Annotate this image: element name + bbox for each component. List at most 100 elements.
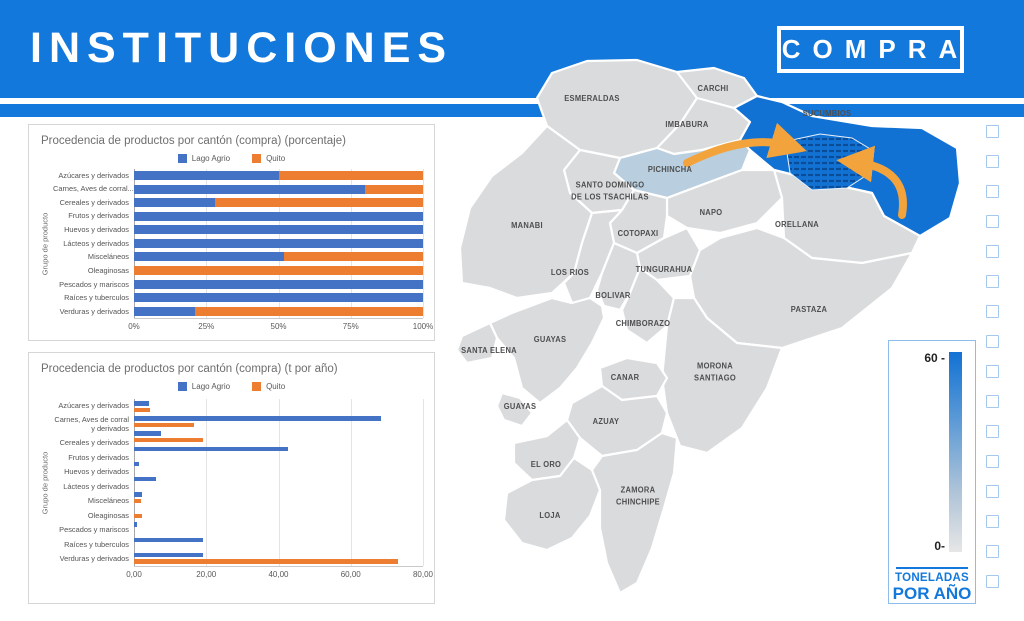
category-label: Azúcares y derivados <box>58 170 129 180</box>
map-filter-checkbox[interactable] <box>986 275 999 288</box>
map-filter-checkbox[interactable] <box>986 455 999 468</box>
color-scale-bar <box>949 352 962 552</box>
x-tick-label: 100% <box>412 322 434 331</box>
bar-lago-agrio[interactable] <box>134 416 382 421</box>
island-puna[interactable] <box>495 391 534 428</box>
stacked-bar <box>134 279 423 289</box>
bar-segment-lago-agrio[interactable] <box>134 306 195 316</box>
province-santa-elena[interactable] <box>455 321 499 365</box>
map-filter-checkbox[interactable] <box>986 575 999 588</box>
bar-segment-lago-agrio[interactable] <box>134 279 423 289</box>
category-label: Misceláneos <box>87 496 129 506</box>
map-filter-checkbox[interactable] <box>986 125 999 138</box>
x-tick-label: 60,00 <box>340 570 361 579</box>
bar-lago-agrio[interactable] <box>134 492 142 497</box>
plot-area: 0,00 20,00 40,00 60,00 80,00 <box>126 399 433 579</box>
x-tick-label: 20,00 <box>196 570 217 579</box>
legend-swatch <box>252 382 262 391</box>
x-tick-label: 40,00 <box>268 570 289 579</box>
compra-button[interactable]: COMPRA <box>777 26 964 73</box>
map-filter-checkbox[interactable] <box>986 305 999 318</box>
province-label: AZUAY <box>592 417 620 427</box>
category-label: Verduras y derivados <box>59 554 129 564</box>
legend-item[interactable]: Quito <box>252 382 285 391</box>
bar-lago-agrio[interactable] <box>134 537 203 543</box>
province-guayas[interactable] <box>488 296 606 405</box>
map-filter-checkbox[interactable] <box>986 425 999 438</box>
map-filter-checkbox[interactable] <box>986 485 999 498</box>
chart-legend: Lago Agrio Quito <box>29 154 434 163</box>
category-label: Pescados y mariscos <box>59 279 129 289</box>
province-label: NAPO <box>699 208 723 218</box>
bar-segment-lago-agrio[interactable] <box>134 171 279 181</box>
legend-item[interactable]: Lago Agrio <box>177 382 230 391</box>
stacked-bar <box>134 252 423 262</box>
map-labels: ESMERALDAS CARCHI IMBABURA SUCUMBIOS PICHINC… <box>452 58 967 603</box>
stacked-bar <box>134 293 423 303</box>
bar-lago-agrio[interactable] <box>134 552 203 558</box>
x-tick-label: 75% <box>342 322 359 331</box>
stacked-bar <box>134 306 423 316</box>
chart-card-toneladas: Procedencia de productos por cantón (com… <box>28 352 435 604</box>
legend-item[interactable]: Quito <box>252 154 285 163</box>
map-filter-checkbox[interactable] <box>986 155 999 168</box>
map-filter-checkbox[interactable] <box>986 545 999 558</box>
bar-lago-agrio[interactable] <box>134 522 137 527</box>
category-label: Cereales y derivados <box>59 197 129 207</box>
bar-segment-lago-agrio[interactable] <box>134 238 423 248</box>
legend-swatch <box>252 154 262 163</box>
map-filter-checkbox[interactable] <box>986 365 999 378</box>
bar-segment-lago-agrio[interactable] <box>134 198 215 208</box>
bar-segment-quito[interactable] <box>278 171 423 181</box>
bar-segment-lago-agrio[interactable] <box>134 211 423 221</box>
bar-quito[interactable] <box>134 437 203 443</box>
bar-lago-agrio[interactable] <box>134 476 156 482</box>
province-loja[interactable] <box>502 456 602 552</box>
map-filter-checkbox[interactable] <box>986 185 999 198</box>
header-band <box>0 0 1024 98</box>
province-label: MORONA SANTIAGO <box>694 361 736 382</box>
bar-quito[interactable] <box>134 498 142 504</box>
bar-segment-quito[interactable] <box>194 306 423 316</box>
map-filter-checkbox[interactable] <box>986 395 999 408</box>
province-label: SUCUMBIOS <box>802 109 852 119</box>
bar-lago-agrio[interactable] <box>134 446 288 452</box>
x-tick-label: 80,00 <box>412 570 434 579</box>
bar-lago-agrio[interactable] <box>134 431 162 436</box>
legend-item[interactable]: Lago Agrio <box>177 154 230 163</box>
bar-quito[interactable] <box>134 422 194 428</box>
scale-divider <box>896 567 968 569</box>
map-filter-checkbox[interactable] <box>986 215 999 228</box>
bar-segment-quito[interactable] <box>214 198 423 208</box>
bar-lago-agrio[interactable] <box>134 461 140 467</box>
map-filter-checkbox[interactable] <box>986 245 999 258</box>
category-label: Lácteos y derivados <box>63 238 129 248</box>
province-napo[interactable] <box>665 168 784 235</box>
province-zamora-chinchipe[interactable] <box>590 431 679 595</box>
map-filter-checkbox[interactable] <box>986 515 999 528</box>
province-label: ZAMORA CHINCHIPE <box>616 485 660 506</box>
bar-segment-quito[interactable] <box>284 252 423 262</box>
category-label: Huevos y derivados <box>64 225 129 235</box>
bar-segment-lago-agrio[interactable] <box>134 293 423 303</box>
province-label: CHIMBORAZO <box>615 319 671 329</box>
chart-legend: Lago Agrio Quito <box>29 382 434 391</box>
map-filter-checkbox[interactable] <box>986 335 999 348</box>
bar-quito[interactable] <box>134 513 142 519</box>
category-label: Oleaginosas <box>87 265 129 275</box>
province-label: SANTA ELENA <box>461 346 517 356</box>
bar-segment-quito[interactable] <box>134 265 423 275</box>
bar-segment-quito[interactable] <box>365 184 423 194</box>
category-label: Carnes, Aves de corral y derivados <box>54 415 129 433</box>
bar-segment-lago-agrio[interactable] <box>134 252 285 262</box>
category-axis: Azúcares y derivados Carnes, Aves de corr… <box>53 399 134 567</box>
bar-segment-lago-agrio[interactable] <box>134 184 366 194</box>
bar-lago-agrio[interactable] <box>134 401 150 406</box>
bar-quito[interactable] <box>134 407 150 413</box>
x-tick-label: 25% <box>198 322 215 331</box>
bar-segment-lago-agrio[interactable] <box>134 225 423 235</box>
category-label: Verduras y derivados <box>59 306 129 316</box>
bar-quito[interactable] <box>134 559 398 564</box>
x-tick-label: 50% <box>270 322 287 331</box>
